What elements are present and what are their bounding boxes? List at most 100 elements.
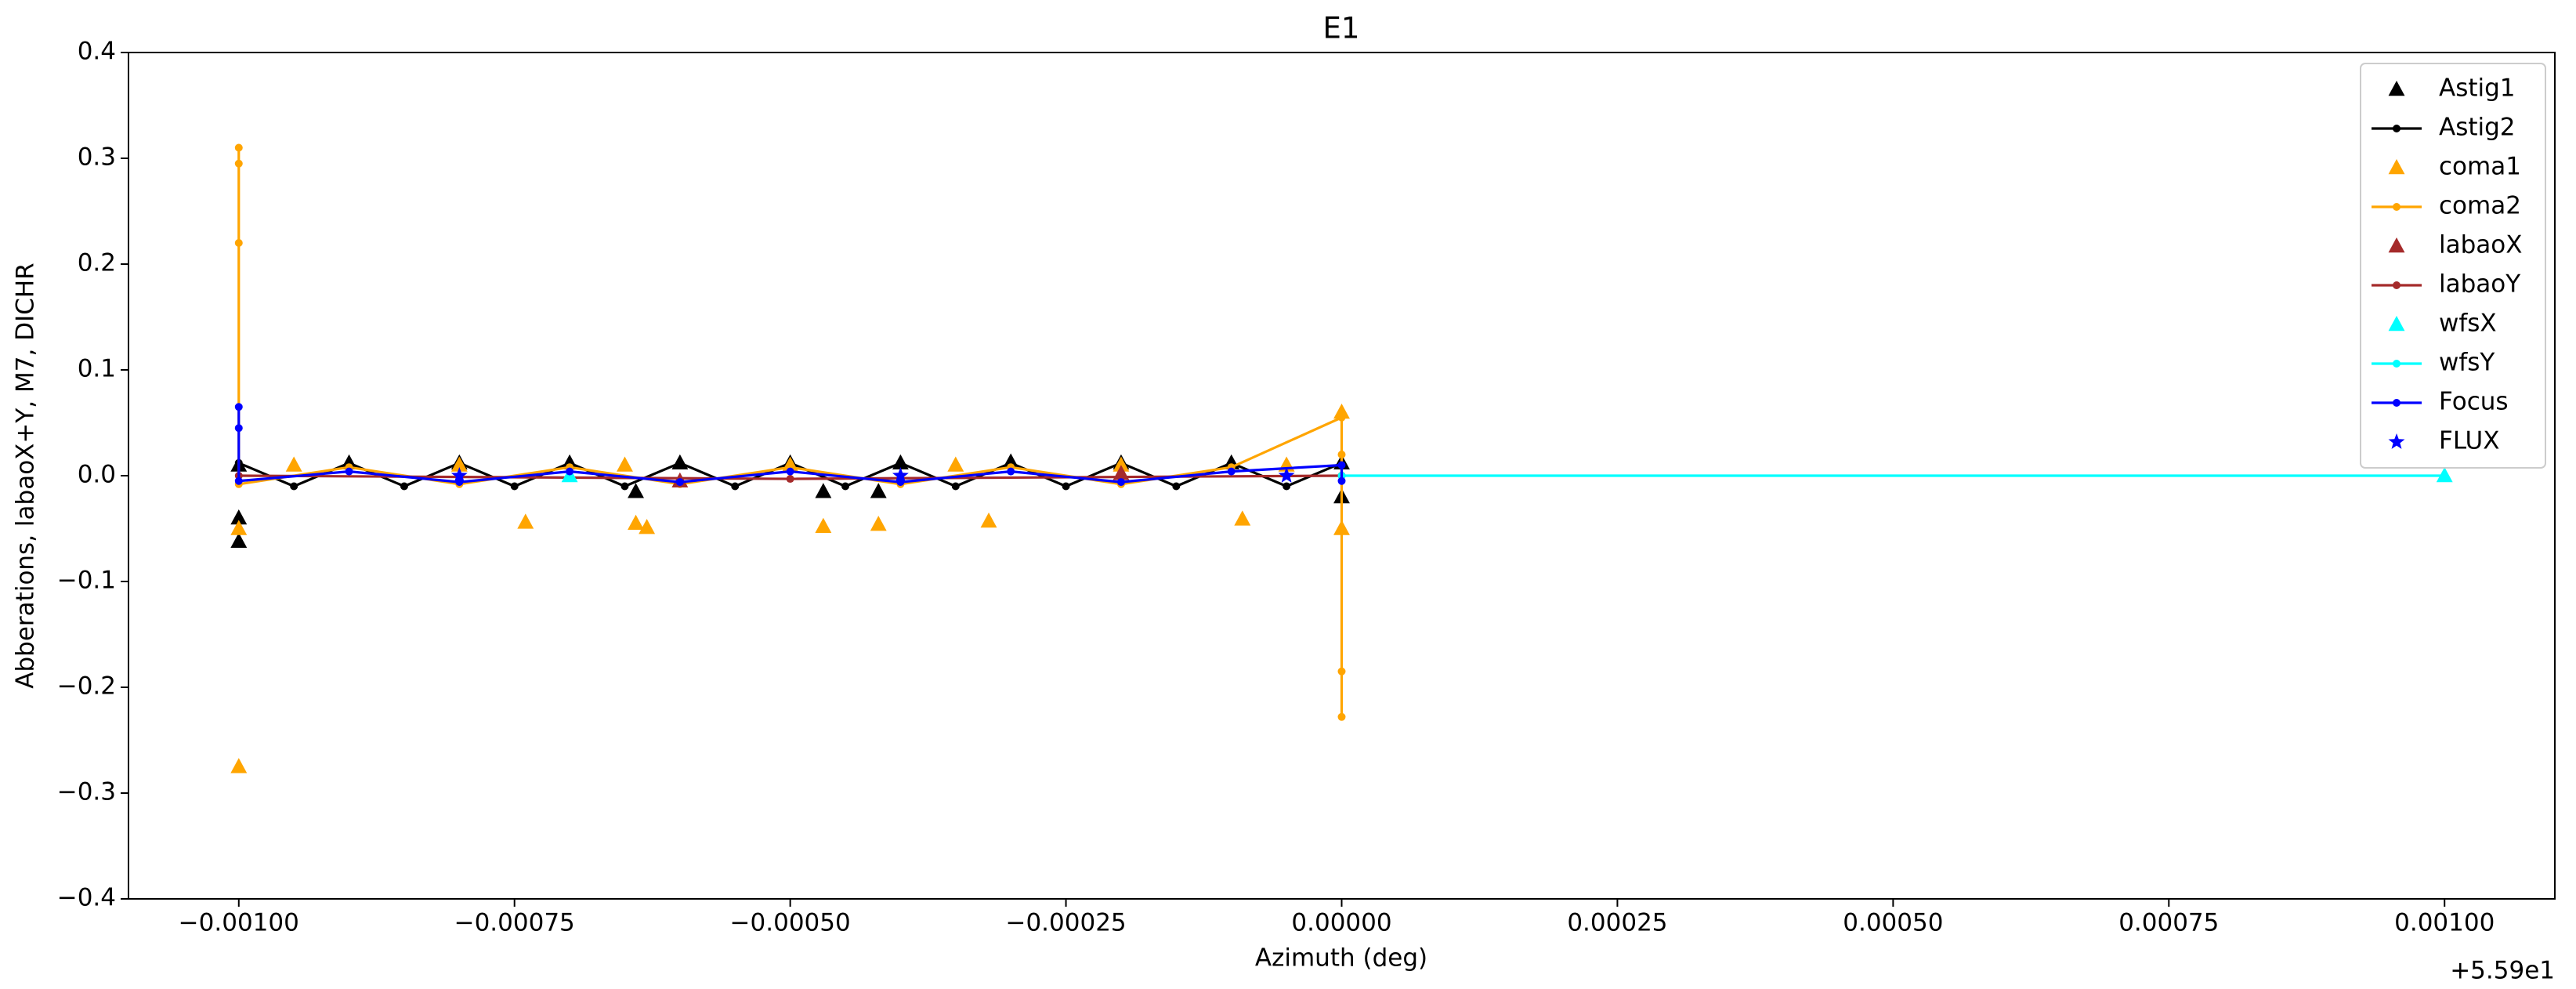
y-tick-label: 0.1: [78, 355, 116, 383]
legend-marker: [2388, 159, 2405, 175]
legend-label: Focus: [2439, 388, 2509, 416]
legend-label: coma1: [2439, 153, 2521, 181]
data-point: [1234, 510, 1251, 526]
data-point: [675, 458, 684, 467]
data-point: [234, 476, 243, 485]
y-tick-label: 0.3: [78, 143, 116, 172]
x-tick-label: 0.00000: [1291, 909, 1391, 937]
legend-label: wfsX: [2439, 310, 2497, 338]
legend-label: Astig2: [2439, 114, 2516, 142]
data-point: [841, 482, 850, 491]
series-line: [237, 407, 1344, 484]
data-point: [1062, 482, 1070, 491]
x-tick-label: −0.00075: [454, 909, 575, 937]
x-tick-label: 0.00100: [2394, 909, 2495, 937]
data-point: [234, 403, 243, 411]
data-point: [230, 520, 248, 535]
data-point: [1337, 461, 1346, 469]
data-point: [1337, 413, 1346, 422]
data-point: [815, 517, 832, 534]
x-tick-label: −0.00100: [179, 909, 299, 937]
y-tick-label: 0.4: [78, 38, 116, 66]
legend-marker: [2393, 360, 2401, 368]
data-point: [230, 758, 248, 773]
data-point: [1116, 478, 1125, 487]
data-point: [400, 482, 408, 491]
x-axis-label: Azimuth (deg): [1255, 944, 1427, 973]
data-point: [234, 424, 243, 433]
data-point: [947, 456, 964, 472]
data-point: [285, 456, 302, 472]
data-point: [951, 482, 960, 491]
data-point: [1337, 451, 1346, 458]
x-tick-label: 0.00050: [1843, 909, 1943, 937]
data-point: [620, 482, 629, 491]
data-point: [1337, 712, 1346, 721]
data-point: [786, 467, 794, 476]
data-point: [786, 475, 794, 484]
data-point: [234, 239, 243, 247]
data-point: [290, 482, 298, 491]
legend-label: coma2: [2439, 192, 2521, 220]
plot-area: [230, 143, 2453, 773]
legend-marker: [2393, 203, 2401, 211]
data-point: [1007, 467, 1015, 476]
y-tick-label: 0.2: [78, 249, 116, 277]
data-point: [870, 516, 887, 531]
legend-marker: [2393, 125, 2401, 132]
data-point: [1278, 467, 1295, 483]
legend-label: FLUX: [2439, 427, 2500, 455]
data-point: [628, 514, 645, 530]
legend-box: [2360, 63, 2546, 469]
data-point: [639, 519, 656, 534]
x-offset-label: +5.59e1: [2450, 957, 2555, 985]
data-point: [517, 513, 534, 529]
data-point: [450, 467, 468, 483]
axes-frame: [128, 52, 2556, 900]
y-tick-label: −0.4: [57, 884, 116, 912]
y-tick-label: 0.0: [78, 461, 116, 489]
legend-marker: [2393, 399, 2401, 407]
y-tick-label: −0.2: [57, 672, 116, 701]
legend-marker: [2388, 81, 2405, 96]
x-tick-label: 0.00025: [1567, 909, 1667, 937]
x-tick-label: −0.00025: [1005, 909, 1126, 937]
data-point: [510, 482, 519, 491]
legend-label: wfsY: [2439, 349, 2495, 377]
data-point: [234, 143, 243, 152]
data-point: [2440, 472, 2449, 480]
data-point: [230, 509, 248, 525]
data-point: [1337, 476, 1346, 485]
data-point: [980, 513, 997, 528]
legend-marker: [2388, 237, 2405, 253]
data-point: [1333, 404, 1350, 419]
data-point: [566, 467, 574, 476]
data-point: [815, 483, 832, 498]
data-point: [234, 159, 243, 168]
legend-label: Astig1: [2439, 74, 2516, 103]
data-point: [628, 483, 645, 498]
x-tick-label: −0.00050: [730, 909, 851, 937]
data-point: [1113, 456, 1130, 472]
legend-marker: [2388, 433, 2405, 449]
legend-marker: [2388, 316, 2405, 331]
y-tick-label: −0.1: [57, 567, 116, 595]
data-point: [870, 483, 887, 498]
data-point: [1337, 667, 1346, 676]
data-point: [230, 532, 248, 548]
data-point: [450, 456, 468, 472]
y-axis-label: Abberations, labaoX+Y, M7, DICHR: [12, 263, 40, 688]
data-point: [892, 467, 909, 483]
chart-title: E1: [1323, 12, 1360, 45]
y-tick-label: −0.3: [57, 778, 116, 806]
legend-label: labaoX: [2439, 231, 2523, 259]
data-point: [896, 458, 905, 467]
data-point: [675, 478, 684, 487]
data-point: [617, 456, 633, 472]
data-point: [1283, 482, 1291, 491]
x-tick-label: 0.00075: [2118, 909, 2219, 937]
data-point: [345, 467, 353, 476]
legend-label: labaoY: [2439, 270, 2520, 299]
